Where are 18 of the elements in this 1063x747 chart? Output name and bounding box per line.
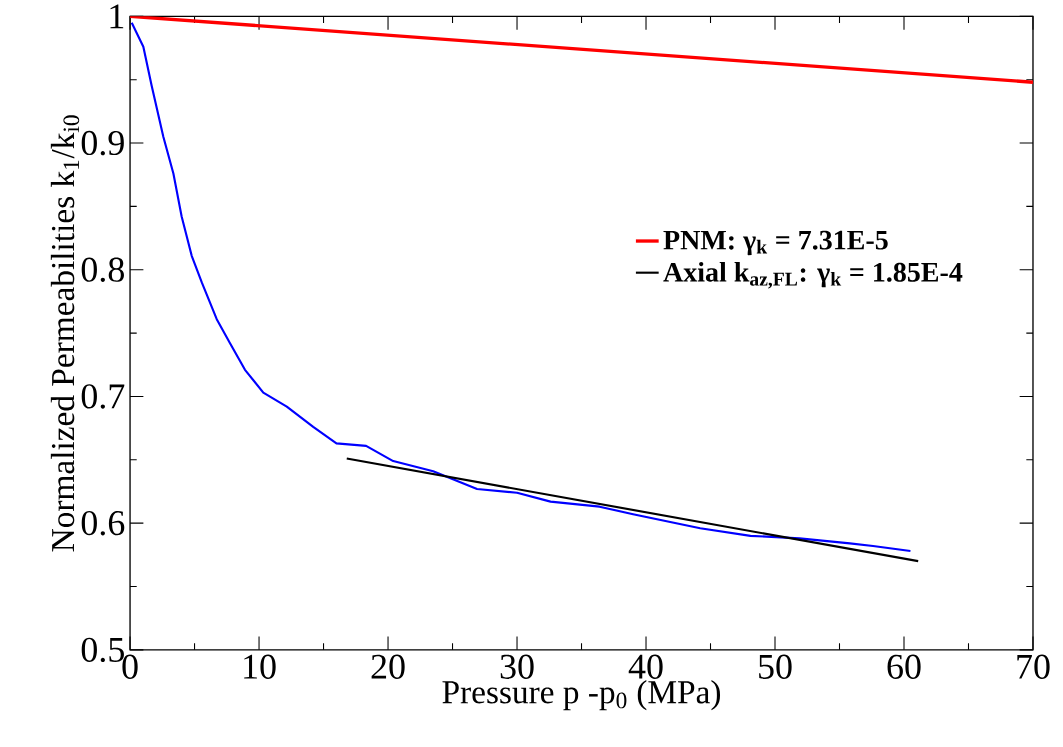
x-tick-label: 0 bbox=[122, 654, 138, 679]
x-tick-label: 20 bbox=[371, 654, 405, 679]
x-tick-label: 70 bbox=[1017, 654, 1050, 679]
x-tick-label: 60 bbox=[887, 654, 921, 679]
legend-label: Axial k$_{az,FL}$: γ$_{k}$ = 1.85E-4 bbox=[663, 262, 963, 289]
y-tick-label: 0.9 bbox=[81, 130, 124, 156]
x-tick-label: 50 bbox=[759, 654, 792, 679]
x-tick-label: 10 bbox=[244, 654, 276, 679]
y-tick-label: 0.5 bbox=[81, 637, 124, 663]
y-axis-title: Normalized Permeabilities k$_{1}$/k$_{i0}$ bbox=[50, 115, 80, 552]
x-tick-label: 30 bbox=[500, 654, 534, 679]
y-tick-label: 0.8 bbox=[81, 257, 124, 283]
x-tick-label: 40 bbox=[628, 654, 663, 679]
legend-label: PNM: γ$_{k}$ = 7.31E-5 bbox=[663, 230, 888, 256]
y-tick-label: 1 bbox=[110, 4, 124, 29]
y-tick-label: 0.6 bbox=[81, 510, 125, 536]
x-axis-title: Pressure p -p$_{0}$ (MPa) bbox=[442, 680, 721, 711]
y-tick-label: 0.7 bbox=[81, 384, 125, 409]
